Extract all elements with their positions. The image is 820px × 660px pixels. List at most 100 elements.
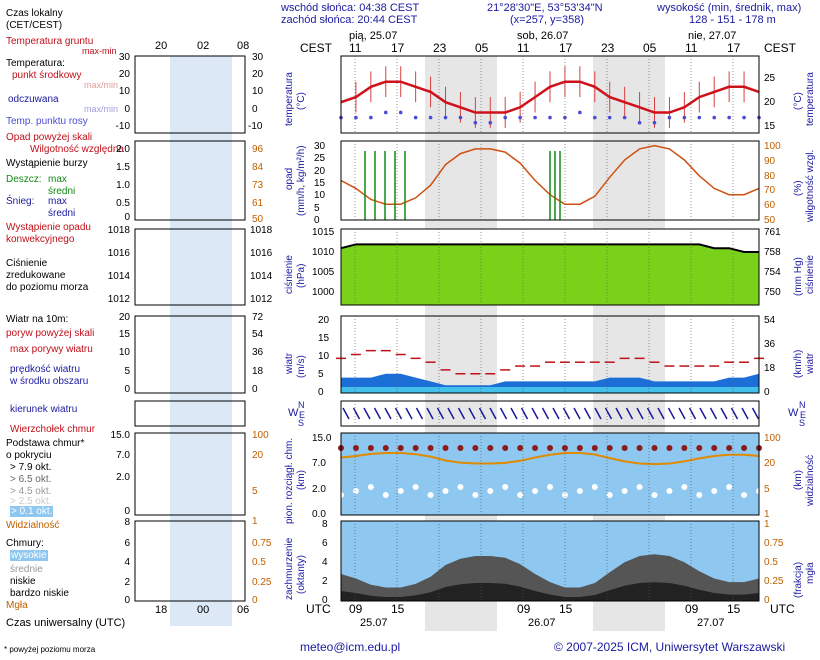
- press-tick-r: 750: [764, 287, 781, 298]
- rh-tick: 60: [764, 200, 776, 212]
- hour-top: 17: [559, 41, 573, 55]
- cloud-base-dot: [636, 484, 643, 490]
- wind-arrow: [688, 407, 697, 420]
- cov-tick: 2: [322, 576, 328, 587]
- precip-tick: 10: [314, 190, 326, 202]
- legend-rain-max: max: [48, 174, 67, 185]
- cloud-base-dot: [711, 488, 718, 494]
- cloud-top-dot: [681, 445, 688, 451]
- dew-point-dot: [428, 115, 433, 120]
- footer-email[interactable]: meteo@icm.edu.pl: [300, 640, 401, 654]
- hour-top: 11: [349, 41, 362, 55]
- precip-axis-label: opad: [284, 167, 295, 190]
- dew-point-dot: [354, 115, 358, 120]
- wind-arrow: [478, 407, 487, 420]
- legend-rain: Deszcz:: [6, 174, 42, 185]
- cloud-tick: 7.0: [312, 458, 326, 470]
- legend-utc: Czas uniwersalny (UTC): [6, 617, 126, 629]
- wind-arrow: [562, 407, 571, 420]
- wind-tick-r: 54: [764, 315, 776, 326]
- legend-fog: Mgła: [6, 600, 28, 611]
- press-tick: 1015: [312, 227, 335, 238]
- cloud-top-dot: [517, 445, 524, 451]
- legend-gust-above: poryw powyżej skali: [6, 328, 95, 339]
- cov-tick: 6: [322, 538, 328, 549]
- grid-point-text: (x=257, y=358): [510, 14, 584, 26]
- cloud-top-dot: [487, 445, 494, 451]
- dew-point-dot: [369, 115, 373, 120]
- legend-local-time-2: (CET/CEST): [6, 20, 63, 31]
- cest-label-right: CEST: [764, 41, 797, 55]
- cloud-axis-label: pion. rozciągł. chm.: [284, 437, 295, 524]
- legend-okt-2: > 6.5 okt.: [10, 474, 52, 485]
- cov-axis-unit: (oktanty): [296, 555, 307, 594]
- hour-top: 11: [685, 41, 698, 55]
- temp-tick: 20: [764, 97, 776, 108]
- legend-mid-point: punkt środkowy: [12, 70, 82, 81]
- wind-tick: 10: [318, 351, 330, 362]
- legend-wind-10m: Wiatr na 10m:: [6, 314, 69, 325]
- wind-tick: 15: [318, 333, 330, 344]
- hour-top: 23: [433, 41, 447, 55]
- wind-arrow: [741, 407, 749, 420]
- wind-tick: 5: [318, 369, 324, 380]
- press-tick-r: 754: [764, 267, 781, 278]
- press-tick-r: 758: [764, 247, 781, 258]
- sunset-text: zachód słońca: 20:44 CEST: [281, 14, 418, 26]
- cloud-top-dot: [427, 445, 434, 451]
- cloud-tick: 0.0: [312, 509, 326, 520]
- precip-tick: 15: [314, 178, 326, 189]
- wind-arrow: [657, 407, 665, 420]
- cloud-tick: 2.0: [312, 483, 326, 495]
- cloud-base-dot: [517, 492, 524, 498]
- wind-speed-min-band: [341, 387, 759, 393]
- fog-tick: 0.75: [764, 538, 784, 549]
- rh-tick: 80: [764, 170, 776, 182]
- wind-arrow: [646, 407, 655, 420]
- wind-arrow: [384, 407, 392, 420]
- legend-gust-max: max porywy wiatru: [10, 344, 93, 355]
- rh-tick: 90: [764, 155, 776, 167]
- dew-point-dot: [488, 120, 493, 125]
- panel-frame-dir: [340, 400, 760, 427]
- wind-arrow: [636, 407, 644, 420]
- wind-arrow: [457, 407, 466, 420]
- cloud-base-dot: [741, 492, 748, 498]
- legend-okt-1: > 7.9 okt.: [10, 462, 52, 473]
- legend-snow-max: max: [48, 196, 67, 207]
- cloud-top-dot: [547, 445, 553, 451]
- rh-axis-label: wilgotność wzgl.: [805, 149, 816, 222]
- hour-bottom: 09: [685, 602, 699, 616]
- precip-tick: 30: [314, 141, 326, 152]
- cloud-axis-unit: (km): [296, 470, 307, 490]
- dew-point-dot: [443, 115, 448, 120]
- cloud-top-dot: [741, 445, 748, 451]
- cloud-top-dot: [666, 445, 673, 451]
- wind-tick: 20: [318, 315, 330, 326]
- cloud-base-dot: [442, 488, 449, 494]
- dew-point-dot: [503, 115, 508, 120]
- legend-conv-2: konwekcyjnego: [6, 234, 75, 245]
- cov-axis-label: zachmurzenie: [284, 537, 295, 600]
- cloud-base-dot: [651, 492, 658, 498]
- cloud-top-dot: [711, 445, 718, 451]
- hour-top: 05: [643, 41, 657, 55]
- legend-okt-5: > 0.1 okt.: [10, 506, 54, 517]
- legend-local-time: Czas lokalny: [6, 8, 63, 19]
- wind-arrow: [415, 407, 424, 420]
- legend-max-min: max/min: [84, 80, 119, 90]
- rh-tick: 100: [764, 141, 781, 152]
- cloud-top-dot: [591, 445, 598, 451]
- cloud-top-dot: [397, 445, 404, 451]
- cloud-top-dot: [576, 445, 583, 451]
- legend-visibility: Widzialność: [6, 520, 60, 531]
- dew-point-dot: [413, 115, 418, 120]
- dir-s-left: S: [298, 418, 305, 428]
- coordinates-text: 21°28'30"E, 53°53'34"N: [487, 2, 603, 14]
- cloud-base-dot: [696, 492, 703, 498]
- cloud-base-dot: [487, 488, 494, 494]
- temp-tick: 15: [764, 121, 776, 132]
- rh-tick: 70: [764, 185, 776, 197]
- temp-axis-label-r: temperatura: [805, 72, 816, 126]
- legend-pressure: Ciśnienie: [6, 258, 48, 269]
